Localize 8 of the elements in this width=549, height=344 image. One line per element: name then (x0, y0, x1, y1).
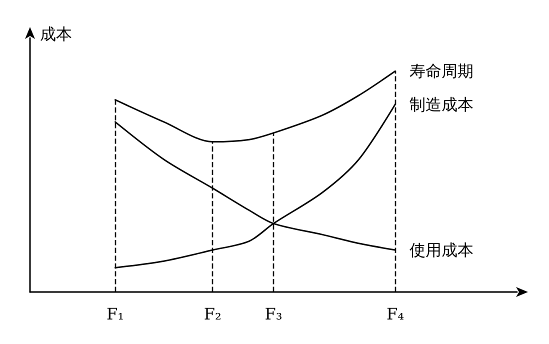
x-tick-label: F₄ (386, 304, 404, 324)
x-tick-label: F₁ (106, 304, 124, 324)
x-tick-label: F₃ (264, 304, 282, 324)
series-label: 使用成本 (409, 240, 474, 260)
series-label: 寿命周期 (409, 62, 474, 81)
x-tick-label: F₂ (204, 304, 222, 324)
series-label: 制造成本 (409, 94, 474, 114)
y-axis-title: 成本 (40, 24, 72, 44)
